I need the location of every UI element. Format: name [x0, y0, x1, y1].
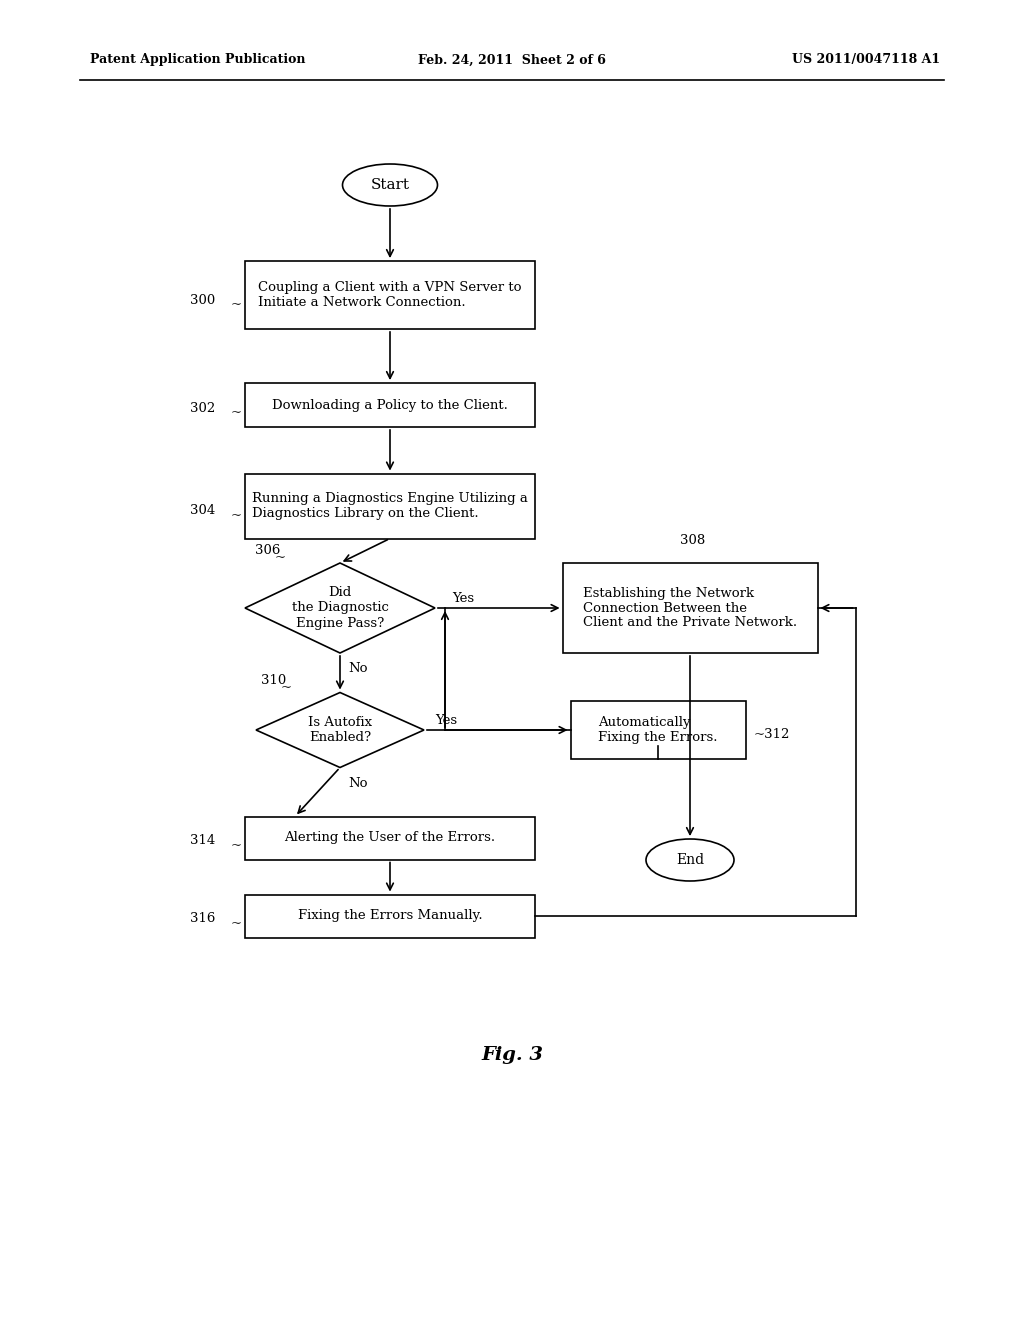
Text: ~: ~	[231, 510, 242, 523]
FancyBboxPatch shape	[570, 701, 745, 759]
Text: No: No	[348, 663, 368, 676]
Text: Fixing the Errors Manually.: Fixing the Errors Manually.	[298, 909, 482, 923]
Ellipse shape	[342, 164, 437, 206]
Text: Patent Application Publication: Patent Application Publication	[90, 54, 305, 66]
Text: ~: ~	[275, 552, 286, 565]
Text: ~: ~	[231, 407, 242, 420]
Text: 310: 310	[261, 675, 287, 686]
Text: Automatically
Fixing the Errors.: Automatically Fixing the Errors.	[598, 715, 718, 744]
Text: Did
the Diagnostic
Engine Pass?: Did the Diagnostic Engine Pass?	[292, 586, 388, 630]
Text: 316: 316	[189, 912, 215, 925]
Text: Running a Diagnostics Engine Utilizing a
Diagnostics Library on the Client.: Running a Diagnostics Engine Utilizing a…	[252, 492, 528, 520]
FancyBboxPatch shape	[562, 564, 817, 653]
FancyBboxPatch shape	[245, 261, 535, 329]
Text: Feb. 24, 2011  Sheet 2 of 6: Feb. 24, 2011 Sheet 2 of 6	[418, 54, 606, 66]
Text: 302: 302	[189, 401, 215, 414]
Text: US 2011/0047118 A1: US 2011/0047118 A1	[792, 54, 940, 66]
Ellipse shape	[646, 840, 734, 880]
Text: Alerting the User of the Errors.: Alerting the User of the Errors.	[285, 832, 496, 845]
Polygon shape	[245, 564, 435, 653]
Text: 306: 306	[255, 544, 281, 557]
Text: ~: ~	[231, 917, 242, 931]
Text: Is Autofix
Enabled?: Is Autofix Enabled?	[308, 715, 372, 744]
FancyBboxPatch shape	[245, 474, 535, 539]
Text: 308: 308	[680, 535, 706, 548]
Text: 304: 304	[189, 504, 215, 517]
FancyBboxPatch shape	[245, 895, 535, 937]
Text: ~312: ~312	[754, 729, 790, 742]
Text: Yes: Yes	[435, 714, 457, 726]
Text: Downloading a Policy to the Client.: Downloading a Policy to the Client.	[272, 399, 508, 412]
Text: Establishing the Network
Connection Between the
Client and the Private Network.: Establishing the Network Connection Betw…	[583, 586, 797, 630]
Text: ~: ~	[231, 298, 242, 312]
Text: Yes: Yes	[452, 591, 474, 605]
Polygon shape	[256, 693, 424, 767]
FancyBboxPatch shape	[245, 383, 535, 426]
Text: No: No	[348, 777, 368, 789]
Text: Coupling a Client with a VPN Server to
Initiate a Network Connection.: Coupling a Client with a VPN Server to I…	[258, 281, 522, 309]
Text: 300: 300	[189, 293, 215, 306]
FancyBboxPatch shape	[245, 817, 535, 859]
Text: 314: 314	[189, 834, 215, 847]
Text: ~: ~	[281, 681, 292, 694]
Text: End: End	[676, 853, 705, 867]
Text: Fig. 3: Fig. 3	[481, 1045, 543, 1064]
Text: ~: ~	[231, 840, 242, 853]
Text: Start: Start	[371, 178, 410, 191]
